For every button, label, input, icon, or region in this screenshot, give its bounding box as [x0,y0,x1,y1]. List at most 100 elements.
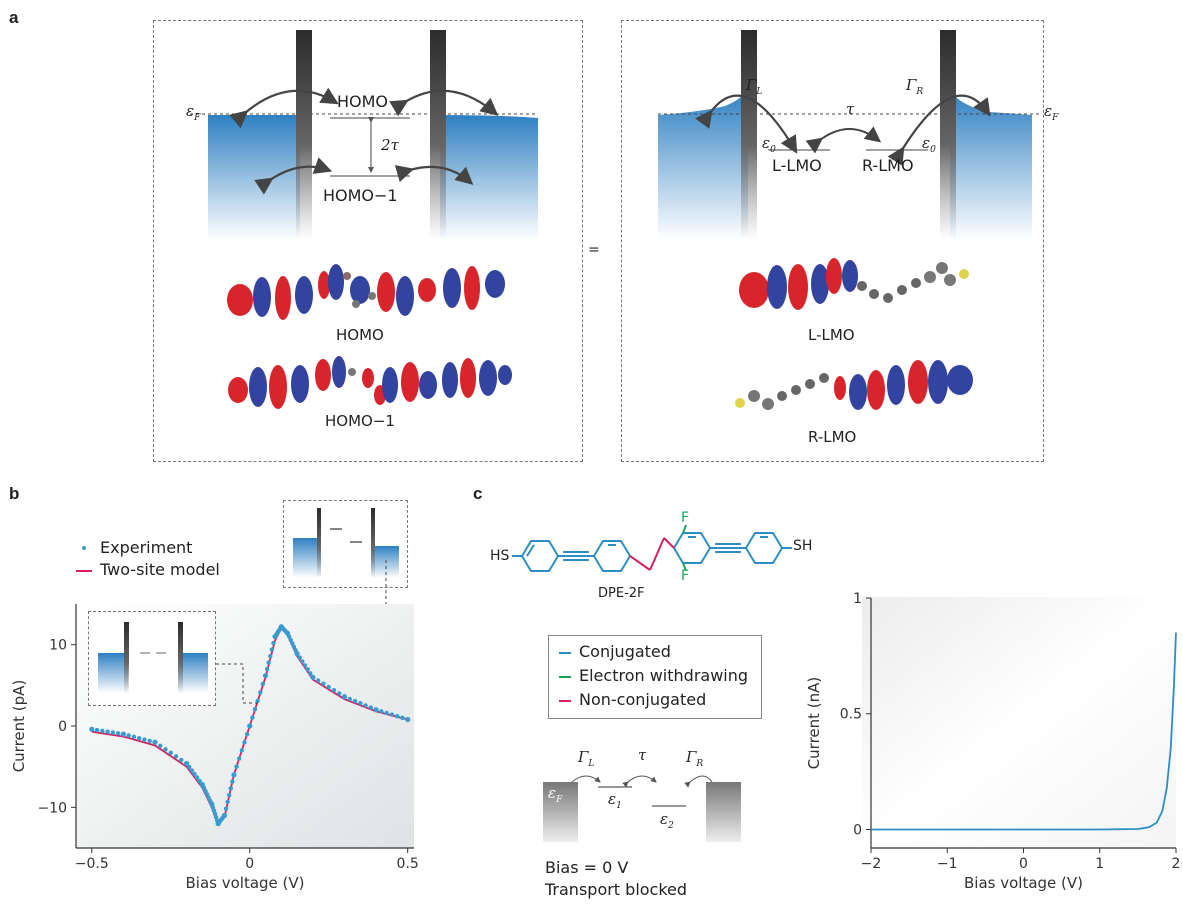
experiment-point [163,747,168,752]
f-bottom-label: F [681,568,690,584]
experiment-point [308,671,313,676]
c-eps-f-label: εF [548,784,563,805]
y-tick-label: 0.5 [840,707,862,723]
legend-label-experiment: Experiment [100,538,193,557]
experiment-point [305,667,310,672]
experiment-point [331,688,337,693]
experiment-point [368,705,374,710]
x-tick-label: 0 [245,856,254,872]
x-tick-label: −2 [861,856,882,872]
experiment-point [321,681,326,686]
c-tau-label: τ [638,746,647,764]
homo1-level-label: HOMO−1 [323,186,398,205]
x-tick-label: 0.5 [397,856,419,872]
x-tick-label: 2 [1172,856,1181,872]
experiment-point [168,750,173,756]
experiment-point [100,728,105,734]
c-gamma-r-label: ΓR [686,748,704,769]
eps0-right-label: ε0 [922,134,936,155]
experiment-point [110,730,116,735]
bias-label: Bias = 0 V [545,858,629,877]
legend-item-withdrawing: Electron withdrawing [559,666,759,688]
experiment-point [297,655,302,660]
homo-level-label: HOMO [337,92,389,111]
panel-a-right-box [621,20,1044,462]
experiment-point [239,748,245,753]
y-tick-label: −10 [37,800,67,816]
experiment-point [373,707,379,713]
legend-item-nonconjugated: Non-conjugated [559,690,759,712]
experiment-point [287,634,292,639]
right-fermi-label: εF [1044,102,1059,123]
experiment-point [252,706,258,712]
experiment-point [288,637,294,643]
y-tick-label: 0 [58,719,67,735]
experiment-point [315,678,321,683]
experiment-point [131,734,137,740]
experiment-point [247,723,253,729]
c-eps2-label: ε2 [660,810,674,831]
experiment-point [363,703,368,708]
experiment-point [228,786,233,791]
experiment-point [189,768,195,773]
experiment-point [264,666,270,672]
experiment-point [271,640,276,646]
left-fermi-label: εF [186,102,201,123]
experiment-point [203,788,208,794]
experiment-point [136,736,142,741]
panel-letter-b: b [9,484,20,503]
experiment-point [266,660,271,665]
experiment-point [255,698,260,703]
splitting-label: 2τ [381,136,399,154]
transport-status-label: Transport blocked [545,880,688,899]
legend-label-withdrawing: Electron withdrawing [579,666,749,685]
experiment-point [244,731,250,737]
equals-sign: = [588,242,600,258]
experiment-point [147,738,152,744]
x-axis-label: Bias voltage (V) [185,874,304,892]
x-tick-label: −0.5 [75,856,109,872]
experiment-point [379,709,384,714]
experiment-point [250,715,255,720]
y-axis-label: Current (pA) [10,680,28,773]
f-top-label: F [681,510,690,526]
experiment-point [310,674,316,680]
experiment-point [230,779,235,784]
experiment-point [284,629,289,635]
experiment-point [186,764,192,770]
panel-c-legend: Conjugated Electron withdrawing Non-conj… [548,635,762,719]
tau-label: τ [846,100,855,118]
experiment-point [300,659,305,664]
r-lmo-level-label: R-LMO [862,156,914,175]
experiment-point [194,775,200,780]
homo-orbital-image [227,264,505,320]
experiment-point [291,644,297,650]
homo1-orbital-image [228,356,512,409]
experiment-point [173,754,179,759]
x-tick-label: 1 [1095,856,1104,872]
experiment-point [179,757,184,763]
legend-marker-experiment [82,546,86,550]
experiment-point [347,696,352,702]
l-lmo-level-label: L-LMO [772,156,822,175]
experiment-point [260,681,266,687]
legend-label-nonconjugated: Non-conjugated [579,690,707,709]
experiment-point [269,647,275,652]
y-axis-label: Current (nA) [805,677,823,770]
panel-a-left-box [153,20,583,462]
molecule-name: DPE-2F [598,586,645,601]
legend-marker-model [76,570,92,572]
homo1-orbital-label: HOMO−1 [325,412,395,430]
experiment-point [268,653,273,659]
iv-curve-line [871,632,1177,831]
experiment-point [237,756,242,761]
panel-letter-c: c [473,484,483,503]
experiment-point [242,740,247,745]
experiment-point [400,715,405,721]
x-axis-label: Bias voltage (V) [964,874,1083,892]
experiment-point [293,648,298,653]
